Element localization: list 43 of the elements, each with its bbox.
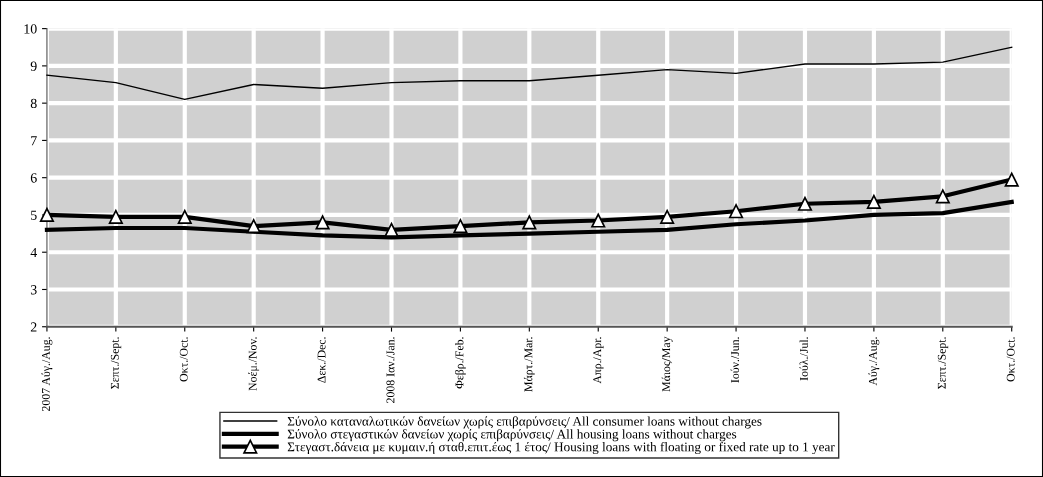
y-tick-label: 7 xyxy=(31,136,37,146)
x-tick-label: Απρ./Apr. xyxy=(593,337,604,384)
y-tick-label: 6 xyxy=(30,173,37,183)
x-tick-label: Αύγ./Aug. xyxy=(868,337,880,386)
x-tick-label: 2007 Αύγ./Aug. xyxy=(41,337,53,411)
point xyxy=(728,204,744,219)
point xyxy=(866,194,881,209)
y-tick-label: 9 xyxy=(30,61,37,71)
y-tick-label: 3 xyxy=(30,285,37,295)
y-tick-label: 4 xyxy=(30,247,37,258)
x-tick-label: Μάρτ./Mar. xyxy=(523,337,535,392)
x-tick-label: Νοέμ./Nov. xyxy=(248,337,260,391)
point xyxy=(108,209,123,224)
x-tick-label: Φεβρ./Feb. xyxy=(455,337,466,389)
x-tick-label: Σεπτ./Sept. xyxy=(937,337,949,389)
point xyxy=(522,215,537,230)
point xyxy=(453,219,468,234)
point xyxy=(1004,172,1019,187)
legend-label: Σύνολο στεγαστικών δανείων χωρίς επιβαρύνσεις/ All housing loans without charges xyxy=(287,429,737,442)
line-series xyxy=(44,199,1014,240)
point xyxy=(384,222,399,237)
x-tick-label: Μάιος/May xyxy=(661,336,673,392)
point xyxy=(660,209,675,224)
x-tick-label: Ιούν./Jun. xyxy=(730,337,740,383)
point xyxy=(935,189,950,204)
point xyxy=(591,213,606,228)
y-tick-label: 8 xyxy=(30,98,37,109)
point xyxy=(315,215,330,230)
x-tick-label: 2008 Ιαν./Jan. xyxy=(386,337,395,403)
y-tick-label: 2 xyxy=(30,322,37,332)
y-tick-label: 10 xyxy=(24,24,37,34)
x-tick-label: Σεπτ./Sept. xyxy=(110,337,122,389)
point xyxy=(177,209,192,224)
x-tick-label: Οκτ./Oct. xyxy=(179,337,188,382)
x-tick-label: Δεκ./Dec. xyxy=(317,337,326,383)
legend-label: Σύνολο καταναλωτικών δανείων χωρίς επιβαρύνσεις/ All consumer loans without charges xyxy=(287,416,762,429)
point xyxy=(246,219,261,234)
legend-label: Στεγαστ.δάνεια με κυμαιν.ή σταθ.επιτ.έως 1 έτος/ Housing loans with floating or fixed rate up to 1 year xyxy=(287,441,835,455)
x-tick-label: Οκτ./Oct. xyxy=(1006,337,1015,382)
x-tick-label: Ιούλ./Jul. xyxy=(799,337,808,381)
y-tick-label: 5 xyxy=(31,210,37,220)
line-series xyxy=(46,46,1013,101)
point xyxy=(797,196,813,211)
